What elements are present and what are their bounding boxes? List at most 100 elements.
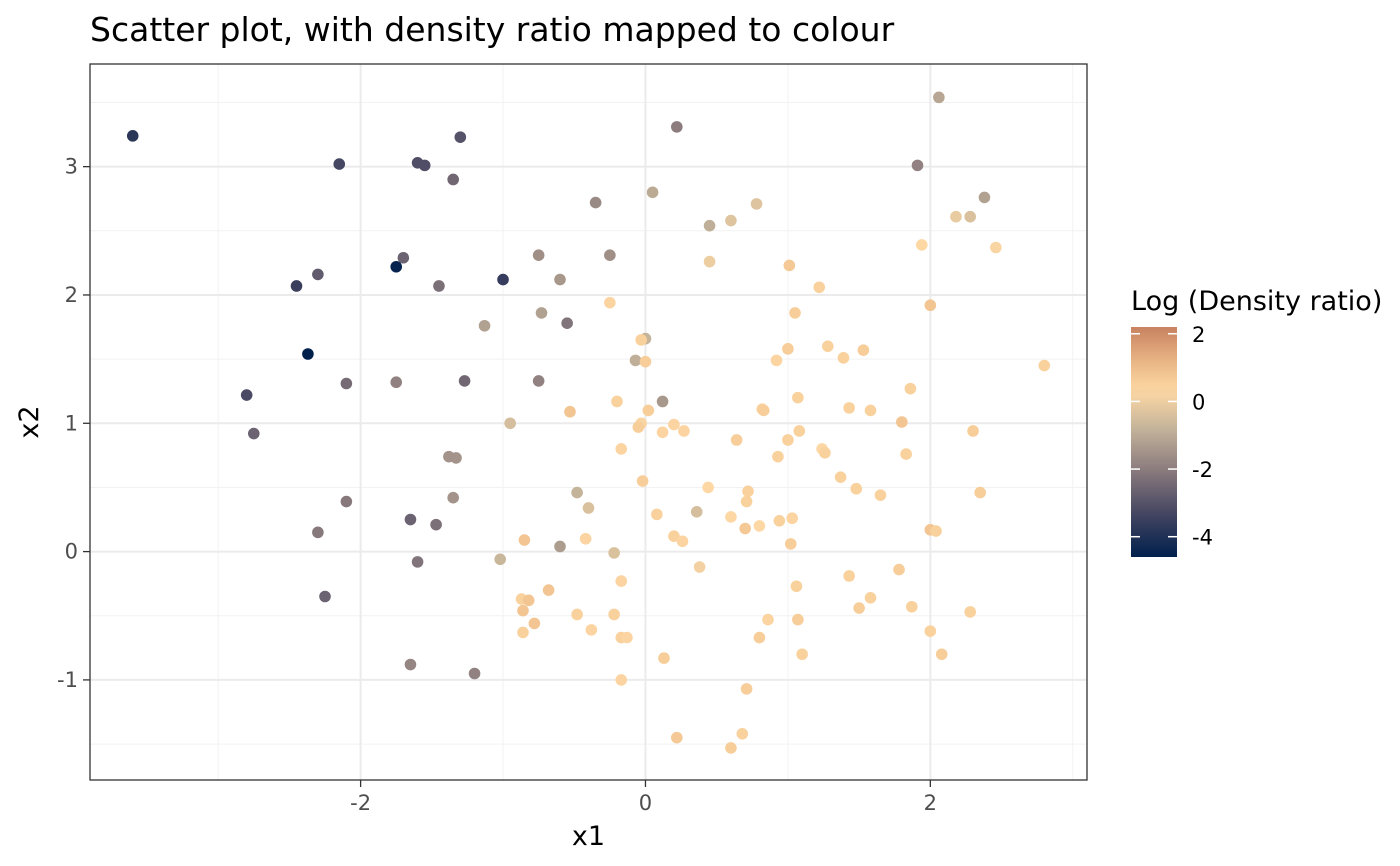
scatter-point — [290, 280, 303, 292]
panel-background — [90, 64, 1087, 780]
scatter-point — [404, 513, 417, 526]
scatter-point — [911, 159, 924, 172]
scatter-point — [739, 522, 751, 535]
scatter-point — [974, 486, 986, 499]
scatter-point — [843, 402, 855, 414]
scatter-point — [579, 532, 592, 545]
legend-colorbar — [1131, 327, 1177, 557]
scatter-point — [678, 425, 690, 437]
scatter-point — [615, 575, 628, 587]
scatter-point — [843, 570, 855, 582]
scatter-point — [646, 186, 659, 199]
scatter-point — [703, 219, 716, 232]
scatter-point — [639, 355, 652, 368]
scatter-point — [390, 260, 403, 273]
scatter-point — [770, 354, 783, 367]
scatter-point — [736, 728, 749, 740]
scatter-point — [793, 425, 806, 437]
scatter-point — [782, 434, 794, 446]
data-points — [126, 91, 1051, 754]
scatter-point — [668, 418, 680, 431]
scatter-point — [126, 130, 139, 142]
scatter-point — [864, 591, 877, 604]
legend-tick-label: -2 — [1192, 458, 1213, 482]
scatter-point — [430, 518, 442, 531]
legend-ticks: 2 0 -2 -4 — [1131, 323, 1213, 550]
scatter-point — [819, 446, 831, 459]
scatter-point — [522, 594, 535, 607]
scatter-point — [742, 485, 754, 498]
scatter-point — [604, 296, 616, 309]
chart-title: Scatter plot, with density ratio mapped … — [90, 10, 895, 49]
scatter-point — [915, 239, 928, 251]
scatter-point — [340, 495, 353, 508]
scatter-point — [786, 512, 798, 525]
scatter-point — [571, 608, 583, 621]
scatter-point — [518, 534, 531, 546]
scatter-point — [478, 319, 491, 332]
scatter-point — [450, 452, 462, 464]
scatter-point — [740, 683, 753, 695]
scatter-point — [454, 131, 467, 143]
scatter-point — [621, 631, 633, 644]
scatter-point — [906, 600, 918, 613]
y-tick-label: 3 — [65, 155, 78, 179]
scatter-point — [468, 667, 481, 680]
scatter-point — [990, 241, 1002, 254]
y-tick-label: 0 — [65, 540, 78, 564]
scatter-point — [900, 448, 912, 460]
scatter-point — [792, 391, 804, 404]
scatter-point — [418, 159, 431, 172]
major-gridlines — [90, 64, 1087, 780]
x-tick-label: 0 — [639, 791, 652, 815]
scatter-point — [772, 450, 784, 463]
scatter-point — [397, 251, 410, 264]
scatter-point — [933, 91, 945, 104]
scatter-point — [821, 340, 834, 353]
scatter-point — [904, 382, 917, 395]
scatter-point — [676, 535, 689, 548]
scatter-point — [857, 344, 870, 356]
color-legend: Log (Density ratio) 2 0 -2 -4 — [1131, 286, 1382, 557]
scatter-point — [978, 191, 991, 204]
y-axis-ticks: -1 0 1 2 3 — [57, 155, 90, 692]
scatter-point — [725, 214, 737, 227]
scatter-point — [319, 590, 331, 603]
scatter-point — [740, 495, 753, 508]
scatter-point — [615, 674, 628, 686]
y-axis-title: x2 — [14, 405, 45, 438]
scatter-point — [504, 417, 516, 430]
y-tick-label: 1 — [65, 411, 78, 435]
scatter-point — [668, 530, 680, 543]
scatter-point — [693, 561, 706, 573]
scatter-point — [790, 580, 803, 593]
scatter-point — [967, 425, 979, 437]
scatter-point — [589, 196, 602, 209]
scatter-point — [924, 299, 937, 312]
scatter-point — [404, 658, 417, 671]
scatter-point — [757, 404, 770, 417]
scatter-point — [935, 648, 948, 661]
scatter-point — [796, 648, 808, 661]
scatter-point — [725, 511, 737, 523]
scatter-point — [792, 613, 804, 626]
scatter-point — [1038, 359, 1051, 372]
scatter-point — [608, 547, 620, 559]
scatter-point — [853, 602, 865, 614]
scatter-point — [611, 395, 623, 408]
scatter-point — [554, 540, 566, 553]
scatter-point — [864, 404, 877, 417]
scatter-point — [615, 443, 628, 455]
scatter-point — [604, 249, 616, 261]
scatter-point — [554, 273, 566, 286]
scatter-point — [730, 434, 743, 446]
scatter-point — [528, 617, 541, 630]
scatter-point — [813, 281, 826, 294]
scatter-point — [497, 273, 509, 286]
scatter-point — [656, 395, 669, 408]
scatter-point — [753, 520, 766, 532]
scatter-point — [783, 259, 796, 272]
scatter-point — [247, 427, 260, 440]
scatter-point — [333, 158, 346, 170]
